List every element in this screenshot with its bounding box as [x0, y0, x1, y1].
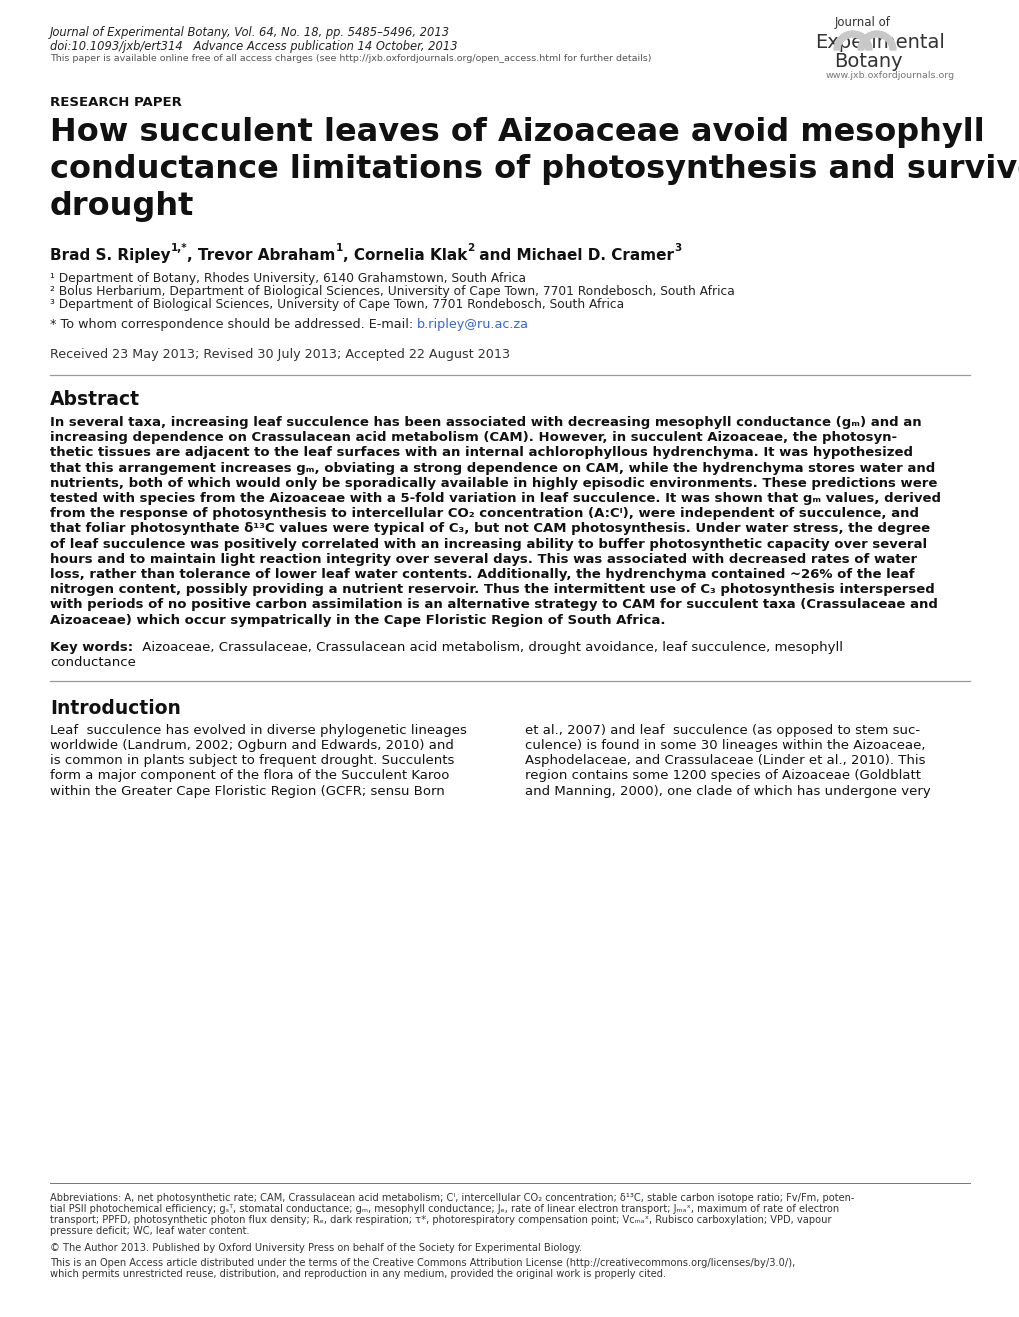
Text: form a major component of the flora of the Succulent Karoo: form a major component of the flora of t…: [50, 769, 449, 782]
Text: Leaf  succulence has evolved in diverse phylogenetic lineages: Leaf succulence has evolved in diverse p…: [50, 724, 467, 736]
Text: b.ripley@ru.ac.za: b.ripley@ru.ac.za: [417, 317, 529, 331]
Text: and Michael D. Cramer: and Michael D. Cramer: [474, 248, 674, 263]
Text: ³ Department of Biological Sciences, University of Cape Town, 7701 Rondebosch, S: ³ Department of Biological Sciences, Uni…: [50, 298, 624, 311]
Text: culence) is found in some 30 lineages within the Aizoaceae,: culence) is found in some 30 lineages wi…: [525, 739, 924, 752]
Text: tested with species from the Aizoaceae with a 5-fold variation in leaf succulenc: tested with species from the Aizoaceae w…: [50, 493, 941, 504]
Text: , Cornelia Klak: , Cornelia Klak: [342, 248, 467, 263]
Text: that foliar photosynthate δ¹³C values were typical of C₃, but not CAM photosynth: that foliar photosynthate δ¹³C values we…: [50, 523, 929, 536]
Text: 1: 1: [335, 244, 342, 253]
Text: increasing dependence on Crassulacean acid metabolism (CAM). However, in succule: increasing dependence on Crassulacean ac…: [50, 431, 897, 444]
Text: thetic tissues are adjacent to the leaf surfaces with an internal achlorophyllou: thetic tissues are adjacent to the leaf …: [50, 446, 912, 460]
Text: of leaf succulence was positively correlated with an increasing ability to buffe: of leaf succulence was positively correl…: [50, 537, 926, 551]
Wedge shape: [857, 32, 895, 50]
Text: conductance limitations of photosynthesis and survive: conductance limitations of photosynthesi…: [50, 154, 1019, 184]
Text: tial PSII photochemical efficiency; gₛᵀ, stomatal conductance; gₘ, mesophyll con: tial PSII photochemical efficiency; gₛᵀ,…: [50, 1204, 839, 1214]
Text: pressure deficit; WC, leaf water content.: pressure deficit; WC, leaf water content…: [50, 1226, 250, 1235]
Text: which permits unrestricted reuse, distribution, and reproduction in any medium, : which permits unrestricted reuse, distri…: [50, 1270, 665, 1279]
Wedge shape: [834, 32, 871, 50]
Text: et al., 2007) and leaf  succulence (as opposed to stem suc-: et al., 2007) and leaf succulence (as op…: [525, 724, 919, 736]
Text: nitrogen content, possibly providing a nutrient reservoir. Thus the intermittent: nitrogen content, possibly providing a n…: [50, 583, 933, 597]
Text: This is an Open Access article distributed under the terms of the Creative Commo: This is an Open Access article distribut…: [50, 1258, 795, 1268]
Text: hours and to maintain light reaction integrity over several days. This was assoc: hours and to maintain light reaction int…: [50, 553, 916, 566]
Text: 1,*: 1,*: [170, 244, 187, 253]
Text: Asphodelaceae, and Crassulaceae (Linder et al., 2010). This: Asphodelaceae, and Crassulaceae (Linder …: [525, 755, 924, 768]
Text: and Manning, 2000), one clade of which has undergone very: and Manning, 2000), one clade of which h…: [525, 785, 930, 798]
Text: Abbreviations: A, net photosynthetic rate; CAM, Crassulacean acid metabolism; Cᴵ: Abbreviations: A, net photosynthetic rat…: [50, 1193, 854, 1202]
Text: Journal of Experimental Botany, Vol. 64, No. 18, pp. 5485–5496, 2013: Journal of Experimental Botany, Vol. 64,…: [50, 26, 449, 40]
Text: Introduction: Introduction: [50, 699, 180, 718]
Text: , Trevor Abraham: , Trevor Abraham: [187, 248, 335, 263]
Text: Aizoaceae) which occur sympatrically in the Cape Floristic Region of South Afric: Aizoaceae) which occur sympatrically in …: [50, 614, 664, 627]
Text: Key words:: Key words:: [50, 641, 138, 653]
Text: Experimental: Experimental: [814, 33, 944, 51]
Text: worldwide (Landrum, 2002; Ogburn and Edwards, 2010) and: worldwide (Landrum, 2002; Ogburn and Edw…: [50, 739, 453, 752]
Text: Brad S. Ripley: Brad S. Ripley: [50, 248, 170, 263]
Text: doi:10.1093/jxb/ert314   Advance Access publication 14 October, 2013: doi:10.1093/jxb/ert314 Advance Access pu…: [50, 40, 458, 53]
Text: that this arrangement increases gₘ, obviating a strong dependence on CAM, while : that this arrangement increases gₘ, obvi…: [50, 461, 934, 474]
Text: within the Greater Cape Floristic Region (GCFR; sensu Born: within the Greater Cape Floristic Region…: [50, 785, 444, 798]
Text: RESEARCH PAPER: RESEARCH PAPER: [50, 96, 181, 109]
Text: 1: 1: [335, 244, 342, 253]
Text: ² Bolus Herbarium, Department of Biological Sciences, University of Cape Town, 7: ² Bolus Herbarium, Department of Biologi…: [50, 284, 734, 298]
Text: © The Author 2013. Published by Oxford University Press on behalf of the Society: © The Author 2013. Published by Oxford U…: [50, 1243, 582, 1252]
Text: 1,*: 1,*: [170, 244, 187, 253]
Text: transport; PPFD, photosynthetic photon flux density; Rₑ, dark respiration; τ*, p: transport; PPFD, photosynthetic photon f…: [50, 1216, 830, 1225]
Text: drought: drought: [50, 191, 195, 223]
Text: How succulent leaves of Aizoaceae avoid mesophyll: How succulent leaves of Aizoaceae avoid …: [50, 117, 983, 148]
Text: * To whom correspondence should be addressed. E-mail:: * To whom correspondence should be addre…: [50, 317, 417, 331]
Text: with periods of no positive carbon assimilation is an alternative strategy to CA: with periods of no positive carbon assim…: [50, 598, 936, 611]
Text: 3: 3: [674, 244, 681, 253]
Text: 2: 2: [467, 244, 474, 253]
Text: is common in plants subject to frequent drought. Succulents: is common in plants subject to frequent …: [50, 755, 453, 768]
Text: Journal of: Journal of: [835, 16, 890, 29]
Text: Aizoaceae, Crassulaceae, Crassulacean acid metabolism, drought avoidance, leaf s: Aizoaceae, Crassulaceae, Crassulacean ac…: [138, 641, 842, 653]
Text: loss, rather than tolerance of lower leaf water contents. Additionally, the hydr: loss, rather than tolerance of lower lea…: [50, 568, 914, 581]
Text: 2: 2: [467, 244, 474, 253]
Text: Abstract: Abstract: [50, 390, 140, 410]
Text: www.jxb.oxfordjournals.org: www.jxb.oxfordjournals.org: [825, 71, 954, 80]
Text: conductance: conductance: [50, 656, 136, 669]
Text: Received 23 May 2013; Revised 30 July 2013; Accepted 22 August 2013: Received 23 May 2013; Revised 30 July 20…: [50, 348, 510, 361]
Text: ¹ Department of Botany, Rhodes University, 6140 Grahamstown, South Africa: ¹ Department of Botany, Rhodes Universit…: [50, 273, 526, 284]
Text: Botany: Botany: [834, 51, 902, 71]
Text: from the response of photosynthesis to intercellular CO₂ concentration (A:Cᴵ), w: from the response of photosynthesis to i…: [50, 507, 918, 520]
Text: region contains some 1200 species of Aizoaceae (Goldblatt: region contains some 1200 species of Aiz…: [525, 769, 920, 782]
Text: In several taxa, increasing leaf succulence has been associated with decreasing : In several taxa, increasing leaf succule…: [50, 416, 921, 429]
Text: This paper is available online free of all access charges (see http://jxb.oxford: This paper is available online free of a…: [50, 54, 651, 63]
Text: 3: 3: [674, 244, 681, 253]
Text: nutrients, both of which would only be sporadically available in highly episodic: nutrients, both of which would only be s…: [50, 477, 936, 490]
